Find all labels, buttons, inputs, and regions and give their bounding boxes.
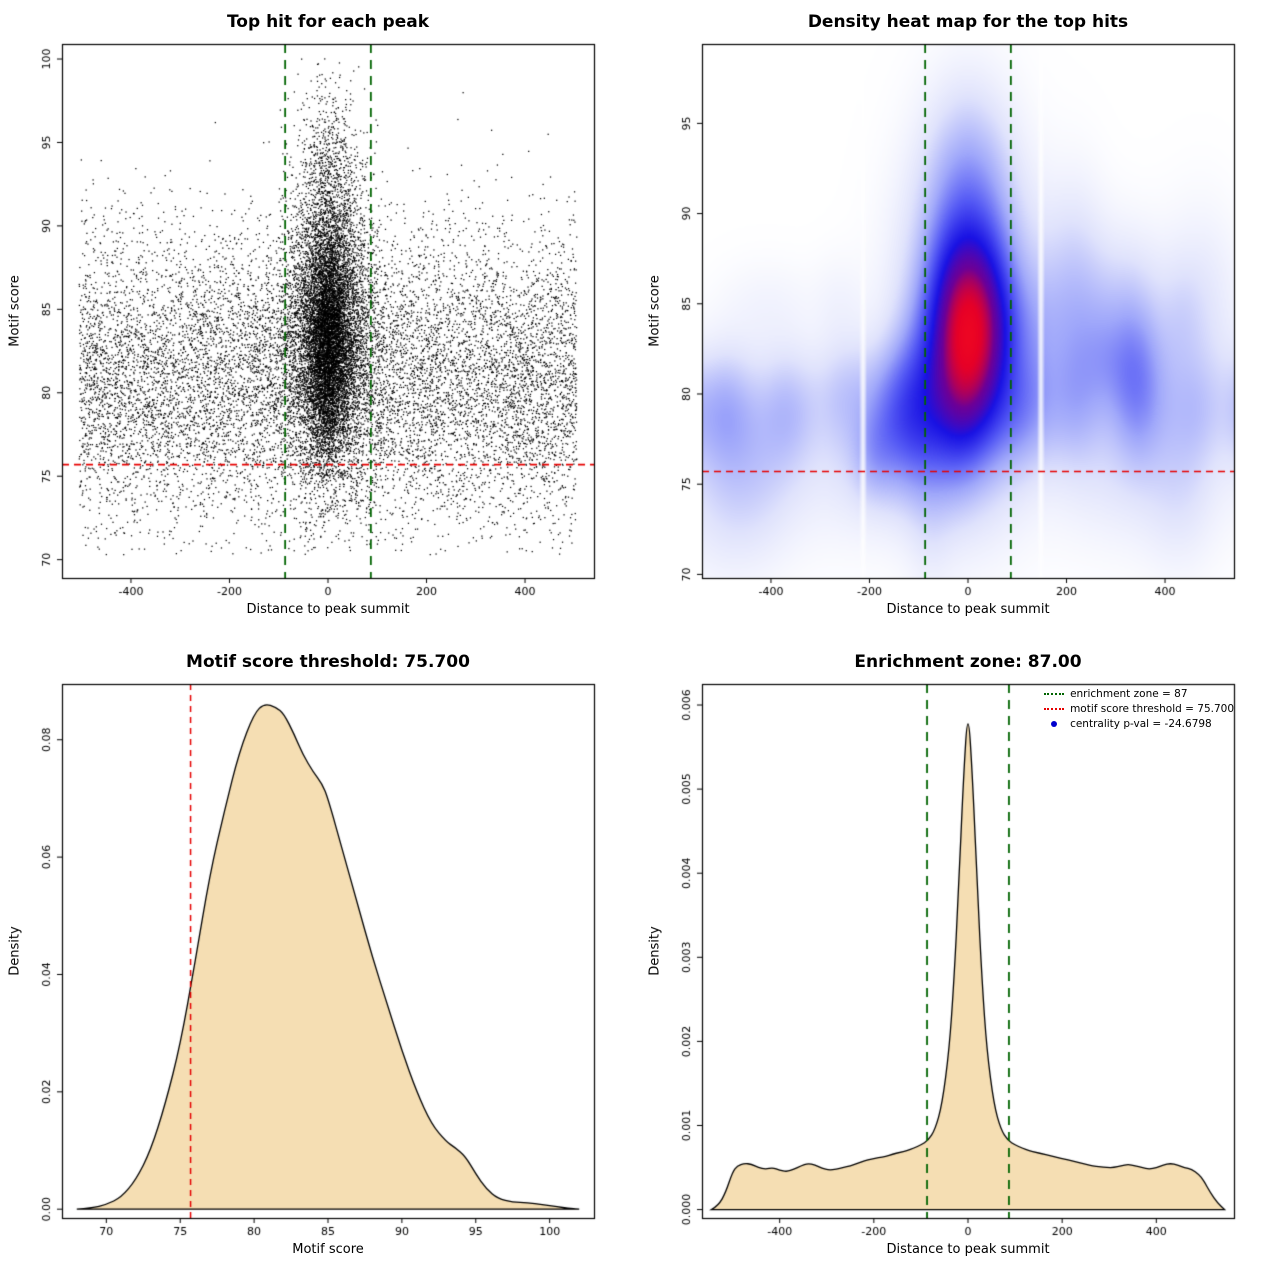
x-axis-label: Distance to peak summit: [886, 602, 1050, 617]
score-density-canvas: [0, 640, 640, 1280]
legend-label: motif score threshold = 75.700: [1070, 702, 1234, 715]
chart-title: Motif score threshold: 75.700: [186, 652, 470, 672]
chart-title: Top hit for each peak: [226, 12, 430, 32]
panel-density-heatmap: Density heat map for the top hits Distan…: [640, 0, 1280, 640]
legend-item-centrality-pval: centrality p-val = -24.6798: [1043, 716, 1234, 731]
scatter-plot-canvas: [0, 0, 640, 640]
panel-top-hit-scatter: Top hit for each peak Distance to peak s…: [0, 0, 640, 640]
x-axis-label: Distance to peak summit: [886, 1242, 1050, 1257]
legend-label: centrality p-val = -24.6798: [1070, 717, 1212, 730]
panel-motif-score-density: Motif score threshold: 75.700 Motif scor…: [0, 640, 640, 1280]
pval-dot-icon: [1043, 720, 1065, 727]
threshold-line-icon: [1043, 707, 1065, 710]
distance-density-canvas: [640, 640, 1280, 1280]
x-axis-label: Distance to peak summit: [246, 602, 410, 617]
enrichment-zone-line-icon: [1043, 692, 1065, 695]
y-axis-label: Motif score: [7, 275, 23, 347]
chart-title: Enrichment zone: 87.00: [854, 652, 1082, 672]
legend-item-enrichment-zone: enrichment zone = 87: [1043, 686, 1234, 701]
heatmap-canvas: [640, 0, 1280, 640]
legend: enrichment zone = 87 motif score thresho…: [1043, 686, 1234, 731]
x-axis-label: Motif score: [292, 1242, 364, 1257]
y-axis-label: Density: [7, 926, 23, 976]
legend-label: enrichment zone = 87: [1070, 687, 1188, 700]
y-axis-label: Motif score: [647, 275, 663, 347]
y-axis-label: Density: [647, 926, 663, 976]
panel-enrichment-zone-density: Enrichment zone: 87.00 Distance to peak …: [640, 640, 1280, 1280]
chart-title: Density heat map for the top hits: [807, 12, 1129, 32]
legend-item-score-threshold: motif score threshold = 75.700: [1043, 701, 1234, 716]
